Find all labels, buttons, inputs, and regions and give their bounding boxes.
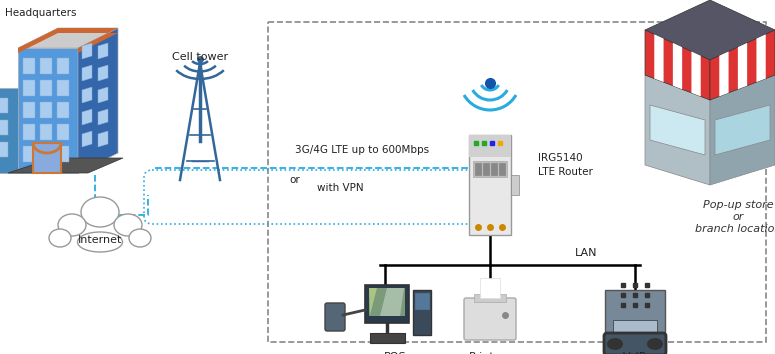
Polygon shape bbox=[98, 131, 108, 147]
Text: Printers: Printers bbox=[469, 352, 512, 354]
FancyBboxPatch shape bbox=[605, 290, 665, 335]
Polygon shape bbox=[650, 105, 705, 155]
Ellipse shape bbox=[607, 338, 623, 350]
Polygon shape bbox=[369, 288, 377, 315]
FancyBboxPatch shape bbox=[23, 80, 35, 96]
Polygon shape bbox=[82, 131, 92, 147]
Text: Cell tower: Cell tower bbox=[172, 52, 228, 62]
Polygon shape bbox=[0, 88, 18, 173]
FancyBboxPatch shape bbox=[33, 143, 61, 173]
Polygon shape bbox=[8, 158, 123, 173]
FancyBboxPatch shape bbox=[40, 58, 52, 74]
Ellipse shape bbox=[58, 214, 86, 236]
FancyBboxPatch shape bbox=[0, 98, 8, 113]
Ellipse shape bbox=[114, 214, 142, 236]
Polygon shape bbox=[98, 65, 108, 81]
Polygon shape bbox=[98, 109, 108, 125]
FancyBboxPatch shape bbox=[40, 80, 52, 96]
Polygon shape bbox=[645, 75, 710, 185]
FancyBboxPatch shape bbox=[57, 102, 69, 118]
FancyBboxPatch shape bbox=[40, 124, 52, 140]
Polygon shape bbox=[18, 28, 118, 48]
FancyBboxPatch shape bbox=[57, 146, 69, 162]
Polygon shape bbox=[691, 51, 701, 96]
Polygon shape bbox=[18, 28, 118, 53]
FancyBboxPatch shape bbox=[325, 303, 345, 331]
FancyBboxPatch shape bbox=[480, 278, 500, 298]
FancyBboxPatch shape bbox=[40, 146, 52, 162]
FancyBboxPatch shape bbox=[413, 290, 431, 335]
Text: with VPN: with VPN bbox=[317, 183, 363, 193]
Ellipse shape bbox=[129, 229, 151, 247]
FancyBboxPatch shape bbox=[483, 163, 489, 175]
Text: VoIP: VoIP bbox=[623, 352, 647, 354]
FancyBboxPatch shape bbox=[0, 120, 8, 135]
Text: 3G/4G LTE up to 600Mbps: 3G/4G LTE up to 600Mbps bbox=[295, 145, 429, 155]
Ellipse shape bbox=[78, 232, 122, 252]
FancyBboxPatch shape bbox=[0, 142, 8, 157]
FancyBboxPatch shape bbox=[469, 135, 511, 235]
Polygon shape bbox=[18, 48, 78, 173]
Polygon shape bbox=[98, 87, 108, 103]
Text: or: or bbox=[732, 212, 744, 222]
Polygon shape bbox=[710, 75, 775, 185]
FancyBboxPatch shape bbox=[499, 163, 505, 175]
Text: branch location: branch location bbox=[695, 224, 775, 234]
FancyBboxPatch shape bbox=[475, 163, 481, 175]
Polygon shape bbox=[98, 43, 108, 59]
FancyBboxPatch shape bbox=[23, 58, 35, 74]
FancyBboxPatch shape bbox=[469, 135, 511, 157]
Polygon shape bbox=[645, 0, 775, 60]
FancyBboxPatch shape bbox=[613, 320, 657, 334]
Text: LTE Router: LTE Router bbox=[538, 167, 593, 177]
Polygon shape bbox=[719, 51, 728, 96]
FancyBboxPatch shape bbox=[370, 333, 405, 343]
Text: Internet: Internet bbox=[78, 235, 122, 245]
Text: or: or bbox=[290, 175, 301, 185]
FancyBboxPatch shape bbox=[23, 124, 35, 140]
Polygon shape bbox=[82, 43, 92, 59]
FancyBboxPatch shape bbox=[23, 146, 35, 162]
Text: IRG5140: IRG5140 bbox=[538, 153, 583, 163]
FancyBboxPatch shape bbox=[57, 58, 69, 74]
FancyBboxPatch shape bbox=[491, 163, 497, 175]
Text: POS: POS bbox=[384, 352, 406, 354]
FancyBboxPatch shape bbox=[369, 288, 405, 316]
Polygon shape bbox=[673, 43, 682, 89]
FancyBboxPatch shape bbox=[23, 102, 35, 118]
Ellipse shape bbox=[81, 197, 119, 227]
FancyBboxPatch shape bbox=[365, 285, 409, 323]
Polygon shape bbox=[710, 30, 775, 100]
Polygon shape bbox=[82, 87, 92, 103]
Ellipse shape bbox=[49, 229, 71, 247]
FancyBboxPatch shape bbox=[474, 294, 506, 302]
Text: LAN: LAN bbox=[575, 248, 598, 258]
FancyBboxPatch shape bbox=[415, 293, 429, 309]
Polygon shape bbox=[738, 43, 747, 89]
Polygon shape bbox=[756, 34, 766, 82]
Text: Pop-up store: Pop-up store bbox=[703, 200, 773, 210]
Text: Headquarters: Headquarters bbox=[5, 8, 77, 18]
Ellipse shape bbox=[647, 338, 663, 350]
Polygon shape bbox=[645, 30, 710, 100]
Polygon shape bbox=[654, 34, 663, 82]
FancyBboxPatch shape bbox=[464, 298, 516, 340]
Polygon shape bbox=[82, 65, 92, 81]
Polygon shape bbox=[380, 288, 404, 316]
FancyBboxPatch shape bbox=[511, 175, 519, 195]
Polygon shape bbox=[82, 109, 92, 125]
FancyBboxPatch shape bbox=[57, 80, 69, 96]
Polygon shape bbox=[715, 105, 770, 155]
FancyBboxPatch shape bbox=[604, 333, 666, 354]
FancyBboxPatch shape bbox=[473, 161, 507, 177]
FancyBboxPatch shape bbox=[40, 102, 52, 118]
FancyBboxPatch shape bbox=[57, 124, 69, 140]
Polygon shape bbox=[78, 28, 118, 173]
